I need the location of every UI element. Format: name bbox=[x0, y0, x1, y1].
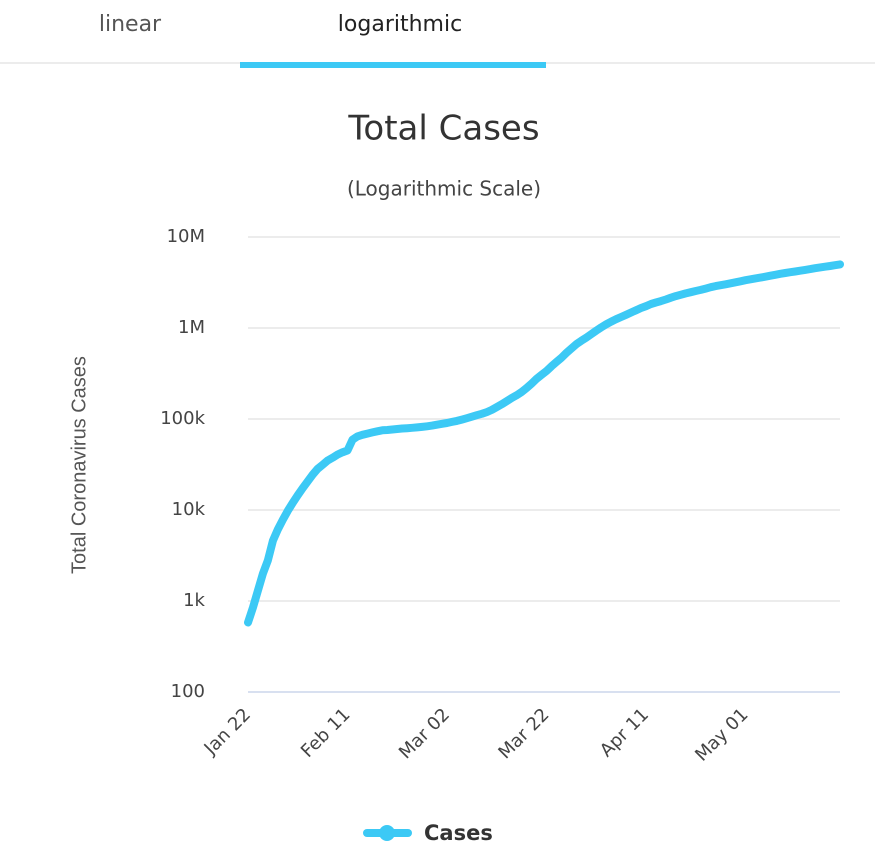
x-tick-label: Jan 22 bbox=[200, 704, 255, 759]
legend-label: Cases bbox=[424, 821, 493, 845]
legend-marker bbox=[379, 825, 395, 841]
x-tick-label: May 01 bbox=[691, 704, 752, 765]
chart-subtitle: (Logarithmic Scale) bbox=[347, 177, 541, 201]
y-tick-label: 1M bbox=[178, 317, 205, 338]
x-tick-label: Apr 11 bbox=[596, 704, 653, 761]
line-series bbox=[244, 260, 844, 627]
tab[interactable]: linear bbox=[99, 12, 162, 37]
active-tab-indicator bbox=[240, 62, 546, 68]
y-tick-label: 100k bbox=[160, 408, 205, 429]
tab[interactable]: logarithmic bbox=[338, 12, 462, 37]
x-tick-label: Mar 02 bbox=[395, 704, 454, 763]
y-axis-label: Total Coronavirus Cases bbox=[68, 356, 90, 574]
y-tick-label: 10M bbox=[167, 226, 205, 247]
y-tick-label: 1k bbox=[183, 590, 205, 611]
x-tick-label: Feb 11 bbox=[297, 704, 355, 762]
x-tick-label: Mar 22 bbox=[494, 704, 553, 763]
y-tick-label: 10k bbox=[172, 499, 206, 520]
y-tick-label: 100 bbox=[171, 681, 205, 702]
chart-title: Total Cases bbox=[347, 109, 539, 149]
